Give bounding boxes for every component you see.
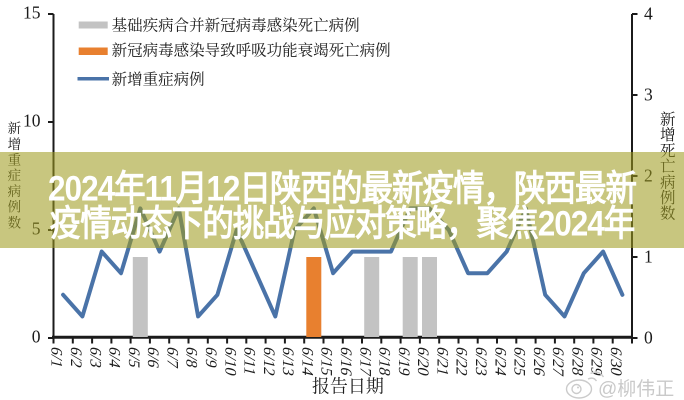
svg-text:15: 15 — [23, 3, 41, 23]
svg-text:6/1: 6/1 — [48, 345, 66, 370]
svg-text:6/17: 6/17 — [356, 345, 374, 378]
svg-text:6/23: 6/23 — [472, 345, 490, 378]
svg-text:6/11: 6/11 — [241, 345, 259, 377]
svg-text:6/26: 6/26 — [530, 345, 548, 378]
svg-text:6/27: 6/27 — [549, 345, 567, 378]
svg-text:6/16: 6/16 — [337, 345, 355, 378]
svg-text:6/30: 6/30 — [607, 345, 625, 378]
svg-text:新: 新 — [8, 121, 22, 136]
svg-text:0: 0 — [644, 328, 653, 348]
svg-text:6/12: 6/12 — [260, 345, 278, 378]
svg-text:6/6: 6/6 — [144, 345, 162, 370]
svg-text:6/9: 6/9 — [202, 345, 220, 370]
svg-text:4: 4 — [644, 4, 653, 24]
svg-text:1: 1 — [644, 247, 653, 267]
svg-text:6/3: 6/3 — [86, 345, 104, 370]
svg-text:6/18: 6/18 — [376, 345, 394, 378]
svg-text:6/28: 6/28 — [568, 345, 586, 378]
svg-text:增: 增 — [660, 126, 676, 144]
svg-text:6/25: 6/25 — [511, 345, 529, 378]
svg-text:6/8: 6/8 — [183, 345, 201, 370]
svg-text:6/4: 6/4 — [106, 345, 124, 370]
svg-text:6/5: 6/5 — [125, 345, 143, 370]
svg-text:6/10: 6/10 — [221, 345, 239, 378]
svg-text:报告日期: 报告日期 — [312, 376, 384, 397]
svg-text:6/7: 6/7 — [163, 345, 181, 370]
svg-text:6/2: 6/2 — [67, 345, 85, 370]
svg-text:增: 增 — [8, 137, 22, 152]
svg-text:6/21: 6/21 — [433, 345, 451, 378]
svg-text:10: 10 — [23, 111, 41, 131]
svg-text:6/13: 6/13 — [279, 345, 297, 378]
svg-text:6/14: 6/14 — [298, 345, 316, 378]
svg-text:3: 3 — [644, 85, 653, 105]
svg-text:新冠病毒感染导致呼吸功能衰竭死亡病例: 新冠病毒感染导致呼吸功能衰竭死亡病例 — [112, 42, 391, 60]
svg-text:6/19: 6/19 — [395, 345, 413, 378]
svg-text:基础疾病合并新冠病毒感染死亡病例: 基础疾病合并新冠病毒感染死亡病例 — [112, 17, 360, 35]
svg-text:@柳伟正: @柳伟正 — [598, 378, 674, 400]
svg-text:6/22: 6/22 — [453, 345, 471, 378]
svg-text:6/24: 6/24 — [491, 345, 509, 378]
svg-text:新: 新 — [660, 111, 676, 129]
svg-text:6/15: 6/15 — [318, 345, 336, 378]
svg-text:6/20: 6/20 — [414, 345, 432, 378]
svg-text:6/29: 6/29 — [588, 345, 606, 378]
svg-text:新增重症病例: 新增重症病例 — [112, 71, 205, 89]
svg-text:0: 0 — [32, 327, 41, 347]
